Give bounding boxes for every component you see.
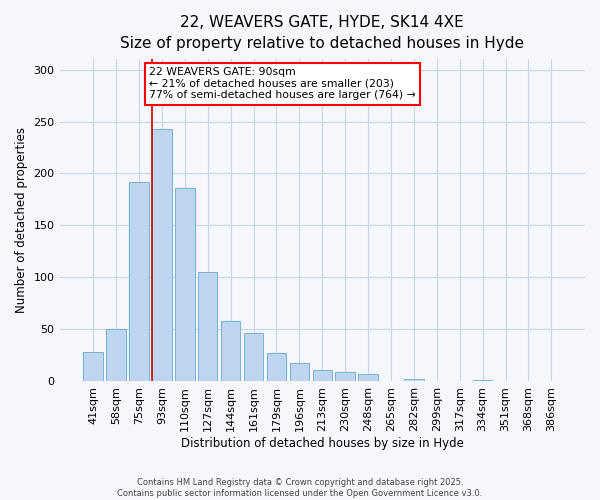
Bar [404, 380, 424, 382]
Text: Contains HM Land Registry data © Crown copyright and database right 2025.
Contai: Contains HM Land Registry data © Crown c… [118, 478, 482, 498]
Bar [198, 272, 217, 382]
Bar [129, 182, 149, 382]
Bar [83, 352, 103, 382]
Y-axis label: Number of detached properties: Number of detached properties [15, 128, 28, 314]
Bar [221, 321, 241, 382]
Bar [358, 374, 378, 382]
Bar [473, 380, 493, 382]
Bar [106, 330, 126, 382]
Bar [335, 372, 355, 382]
Title: 22, WEAVERS GATE, HYDE, SK14 4XE
Size of property relative to detached houses in: 22, WEAVERS GATE, HYDE, SK14 4XE Size of… [120, 15, 524, 51]
Bar [313, 370, 332, 382]
Bar [152, 129, 172, 382]
Bar [244, 332, 263, 382]
Text: 22 WEAVERS GATE: 90sqm
← 21% of detached houses are smaller (203)
77% of semi-de: 22 WEAVERS GATE: 90sqm ← 21% of detached… [149, 67, 416, 100]
X-axis label: Distribution of detached houses by size in Hyde: Distribution of detached houses by size … [181, 437, 464, 450]
Bar [290, 362, 309, 382]
Bar [175, 188, 194, 382]
Bar [267, 354, 286, 382]
